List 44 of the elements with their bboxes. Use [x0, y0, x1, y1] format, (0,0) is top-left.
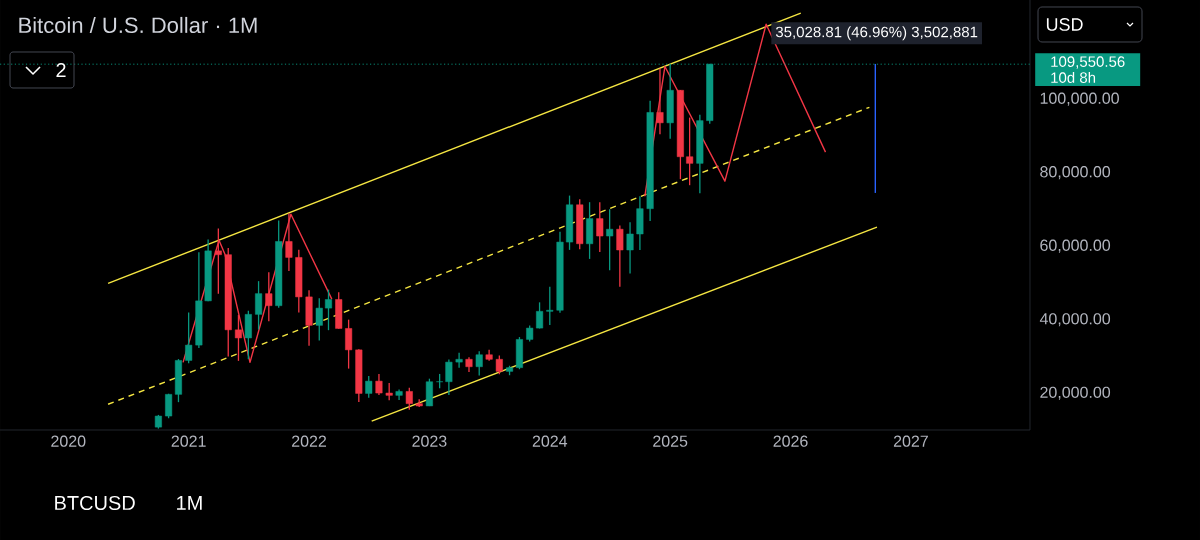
text: BTCUSD	[55, 495, 135, 511]
candlestick	[365, 375, 373, 399]
candlestick	[255, 280, 263, 331]
candlestick	[616, 224, 624, 288]
candlestick	[546, 286, 554, 326]
y-tick-label: 40,000.00	[1039, 313, 1111, 327]
candlestick	[214, 227, 222, 295]
text: Bitcoin / U.S. Dollar · 1M	[19, 16, 257, 34]
y-tick-label: 100,000.00	[1040, 92, 1119, 106]
annotation: 35,028.81 (46.96%) 3,502,881	[775, 26, 978, 41]
candlestick	[495, 354, 503, 375]
candlestick	[185, 311, 193, 364]
x-tick-label: 2020	[51, 435, 86, 447]
text: USD	[1046, 18, 1083, 31]
x-tick-label: 2025	[653, 435, 688, 447]
text: 10d 8h	[1051, 71, 1096, 83]
x-tick-label: 2021	[171, 435, 206, 447]
y-tick-label: 60,000.00	[1040, 239, 1111, 253]
candlestick	[315, 297, 323, 342]
x-tick-label: 2024	[532, 435, 568, 447]
candlestick	[536, 301, 544, 330]
ref-line-label: 109,550.56	[1051, 56, 1125, 69]
x-tick-label: 2027	[893, 435, 928, 447]
candlestick	[244, 310, 252, 360]
x-tick-label: 2026	[773, 435, 808, 447]
candlestick	[345, 318, 353, 370]
candlestick	[405, 387, 413, 411]
candlestick	[325, 288, 332, 331]
text: 1M	[177, 496, 202, 510]
candlestick	[596, 201, 604, 253]
candlestick	[455, 352, 463, 369]
candlestick	[626, 221, 634, 275]
candlestick	[686, 116, 694, 186]
candlestick	[375, 373, 383, 396]
y-tick-label: 80,000.00	[1040, 166, 1111, 180]
candlestick	[606, 208, 614, 271]
candlestick	[475, 350, 483, 377]
annotation: 2	[56, 63, 66, 77]
candlestick	[656, 67, 664, 135]
x-tick-label: 2023	[412, 435, 447, 447]
candlestick	[265, 271, 273, 322]
candlestick	[165, 393, 173, 419]
y-tick-label: 20,000.00	[1040, 386, 1111, 400]
x-tick-label: 2022	[292, 435, 327, 447]
